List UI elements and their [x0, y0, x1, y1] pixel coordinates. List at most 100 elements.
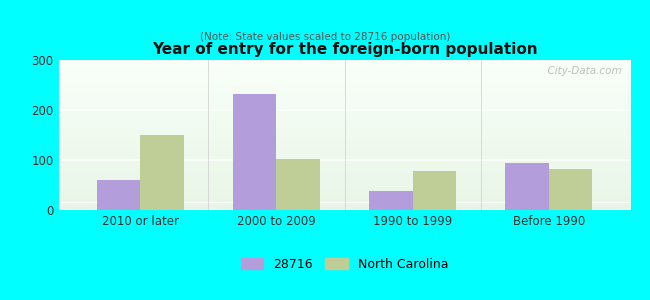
Bar	[58, 156, 630, 157]
Bar	[58, 123, 630, 124]
Bar	[58, 106, 630, 107]
Bar	[97, 180, 140, 210]
Bar	[58, 198, 630, 199]
Bar	[58, 105, 630, 106]
Bar	[58, 182, 630, 183]
Bar	[58, 94, 630, 95]
Bar	[58, 85, 630, 86]
Bar	[58, 103, 630, 104]
Bar	[505, 163, 549, 210]
Bar	[58, 110, 630, 111]
Bar	[58, 146, 630, 147]
Bar	[58, 170, 630, 171]
Bar	[58, 195, 630, 196]
Bar	[58, 157, 630, 158]
Bar	[58, 99, 630, 100]
Bar	[58, 176, 630, 177]
Bar	[58, 201, 630, 202]
Bar	[58, 113, 630, 114]
Bar	[58, 115, 630, 116]
Bar	[58, 132, 630, 133]
Bar	[58, 173, 630, 174]
Bar	[58, 76, 630, 77]
Legend: 28716, North Carolina: 28716, North Carolina	[236, 253, 453, 276]
Bar	[369, 191, 413, 210]
Bar	[58, 124, 630, 125]
Bar	[58, 209, 630, 210]
Bar	[58, 175, 630, 176]
Bar	[58, 118, 630, 119]
Bar	[58, 204, 630, 205]
Bar	[58, 168, 630, 169]
Bar	[58, 189, 630, 190]
Bar	[58, 188, 630, 189]
Bar	[58, 97, 630, 98]
Bar	[58, 78, 630, 79]
Title: Year of entry for the foreign-born population: Year of entry for the foreign-born popul…	[151, 42, 538, 57]
Bar	[58, 130, 630, 131]
Bar	[58, 150, 630, 151]
Bar	[58, 85, 630, 86]
Bar	[58, 185, 630, 186]
Bar	[58, 142, 630, 143]
Bar	[549, 169, 592, 210]
Bar	[58, 102, 630, 103]
Bar	[58, 68, 630, 69]
Bar	[58, 208, 630, 209]
Bar	[58, 139, 630, 140]
Bar	[58, 144, 630, 145]
Bar	[58, 86, 630, 87]
Bar	[58, 121, 630, 122]
Bar	[58, 202, 630, 203]
Bar	[58, 158, 630, 159]
Bar	[58, 93, 630, 94]
Bar	[58, 92, 630, 93]
Bar	[58, 159, 630, 160]
Bar	[58, 67, 630, 68]
Bar	[58, 111, 630, 112]
Bar	[58, 125, 630, 126]
Bar	[58, 100, 630, 101]
Bar	[58, 104, 630, 105]
Bar	[58, 183, 630, 184]
Bar	[58, 207, 630, 208]
Bar	[58, 179, 630, 180]
Bar	[58, 147, 630, 148]
Bar	[58, 202, 630, 203]
Bar	[58, 138, 630, 139]
Bar	[58, 73, 630, 74]
Bar	[58, 116, 630, 117]
Bar	[58, 206, 630, 207]
Bar	[58, 163, 630, 164]
Bar	[58, 72, 630, 73]
Bar	[58, 90, 630, 91]
Bar	[58, 66, 630, 67]
Bar	[58, 119, 630, 120]
Bar	[58, 108, 630, 109]
Bar	[58, 197, 630, 198]
Bar	[233, 94, 276, 210]
Bar	[58, 172, 630, 173]
Bar	[58, 133, 630, 134]
Bar	[58, 190, 630, 191]
Bar	[58, 161, 630, 162]
Bar	[58, 191, 630, 192]
Bar	[58, 155, 630, 156]
Bar	[58, 60, 630, 61]
Bar	[58, 141, 630, 142]
Bar	[58, 192, 630, 193]
Bar	[58, 69, 630, 70]
Bar	[58, 169, 630, 170]
Bar	[58, 61, 630, 62]
Bar	[58, 77, 630, 78]
Bar	[58, 149, 630, 150]
Bar	[58, 196, 630, 197]
Bar	[58, 136, 630, 137]
Bar	[58, 74, 630, 75]
Bar	[58, 82, 630, 83]
Bar	[58, 131, 630, 132]
Bar	[58, 181, 630, 182]
Bar	[58, 143, 630, 144]
Bar	[58, 178, 630, 179]
Bar	[58, 140, 630, 141]
